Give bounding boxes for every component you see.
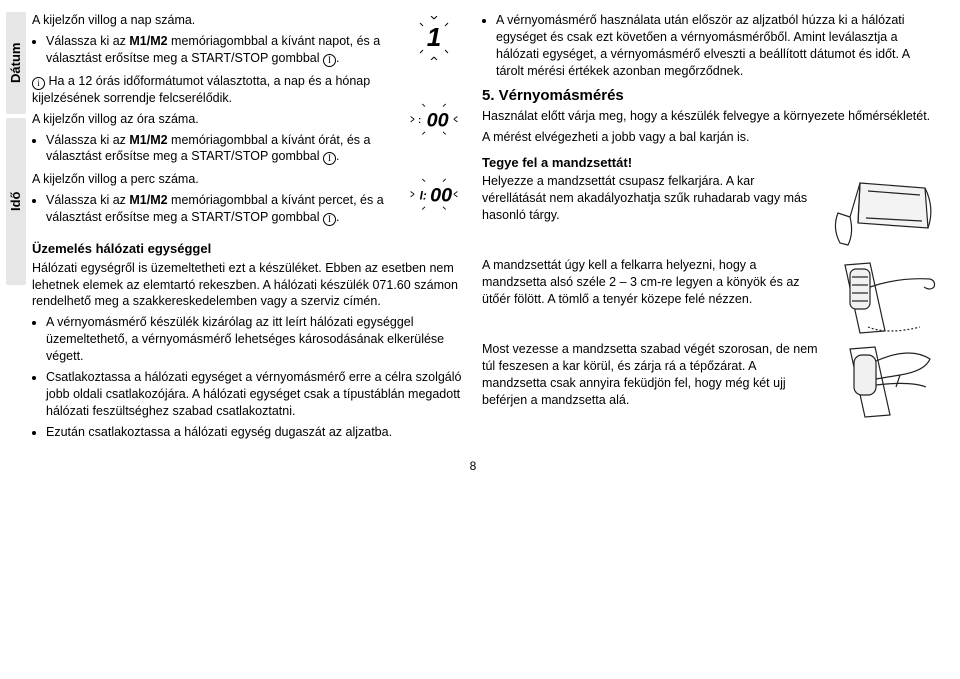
section-title-power: Üzemelés hálózati egységgel xyxy=(32,240,464,258)
illustration-cuff-3 xyxy=(830,341,940,419)
text: Válassza ki az xyxy=(46,133,129,147)
datum-line1: A kijelzőn villog a nap száma. xyxy=(32,12,396,29)
left-column: Dátum Idő A kijelzőn villog a nap száma.… xyxy=(6,12,464,446)
digit-display-column: 1 : xyxy=(404,12,464,215)
power-p1: Hálózati egységről is üzemeltetheti ezt … xyxy=(32,260,464,311)
text: Válassza ki az xyxy=(46,193,129,207)
right-top-li: A vérnyomásmérő használata után először … xyxy=(496,12,940,80)
text-bold: M1/M2 xyxy=(129,193,167,207)
side-label-ido: Idő xyxy=(6,118,26,285)
heading-5: 5. Vérnyomásmérés xyxy=(482,86,940,106)
page-layout: Dátum Idő A kijelzőn villog a nap száma.… xyxy=(6,12,940,446)
power-icon: I xyxy=(323,213,336,226)
ido-line1: A kijelzőn villog az óra száma. xyxy=(32,111,396,128)
side-labels: Dátum Idő xyxy=(6,12,26,446)
digit-display-3: I: 00 xyxy=(407,178,461,215)
digit-text: 00 xyxy=(427,109,449,131)
power-li3: Ezután csatlakoztassa a hálózati egység … xyxy=(46,424,464,441)
power-icon: I xyxy=(323,54,336,67)
illustration-cuff-1 xyxy=(830,173,940,251)
digit-text: 00 xyxy=(430,185,452,207)
cuff-p3: Most vezesse a mandzsetta szabad végét s… xyxy=(482,341,820,409)
cuff-title: Tegye fel a mandzsettát! xyxy=(482,154,940,172)
colon-icon: : xyxy=(418,115,421,125)
right-column: A vérnyomásmérő használata után először … xyxy=(482,12,940,446)
prefix-icon: I: xyxy=(420,190,427,203)
h5-p2: A mérést elvégezheti a jobb vagy a bal k… xyxy=(482,129,940,146)
digit-text: 1 xyxy=(427,22,441,52)
ido-line2: A kijelzőn villog a perc száma. xyxy=(32,171,396,188)
datum-info: i Ha a 12 órás időformátumot választotta… xyxy=(32,73,396,107)
digit-display-2: : 00 xyxy=(407,103,461,140)
info-icon: i xyxy=(32,77,45,90)
text-bold: M1/M2 xyxy=(129,133,167,147)
digit-display-1: 1 xyxy=(407,16,461,65)
power-icon: I xyxy=(323,152,336,165)
text: Ha a 12 órás időformátumot választotta, … xyxy=(32,74,370,105)
illustration-cuff-2 xyxy=(830,257,940,335)
page-number: 8 xyxy=(6,458,940,474)
cuff-p2: A mandzsettát úgy kell a felkarra helyez… xyxy=(482,257,820,308)
h5-p1: Használat előtt várja meg, hogy a készül… xyxy=(482,108,940,125)
ido-li1: Válassza ki az M1/M2 memóriagombbal a kí… xyxy=(46,132,396,166)
power-li2: Csatlakoztassa a hálózati egységet a vér… xyxy=(46,369,464,420)
side-label-datum: Dátum xyxy=(6,12,26,114)
ido-li2: Válassza ki az M1/M2 memóriagombbal a kí… xyxy=(46,192,396,226)
text-bold: M1/M2 xyxy=(129,34,167,48)
text: Válassza ki az xyxy=(46,34,129,48)
power-li1: A vérnyomásmérő készülék kizárólag az it… xyxy=(46,314,464,365)
cuff-p1: Helyezze a mandzsettát csupasz felkarjár… xyxy=(482,173,820,224)
datum-li1: Válassza ki az M1/M2 memóriagombbal a kí… xyxy=(46,33,396,67)
